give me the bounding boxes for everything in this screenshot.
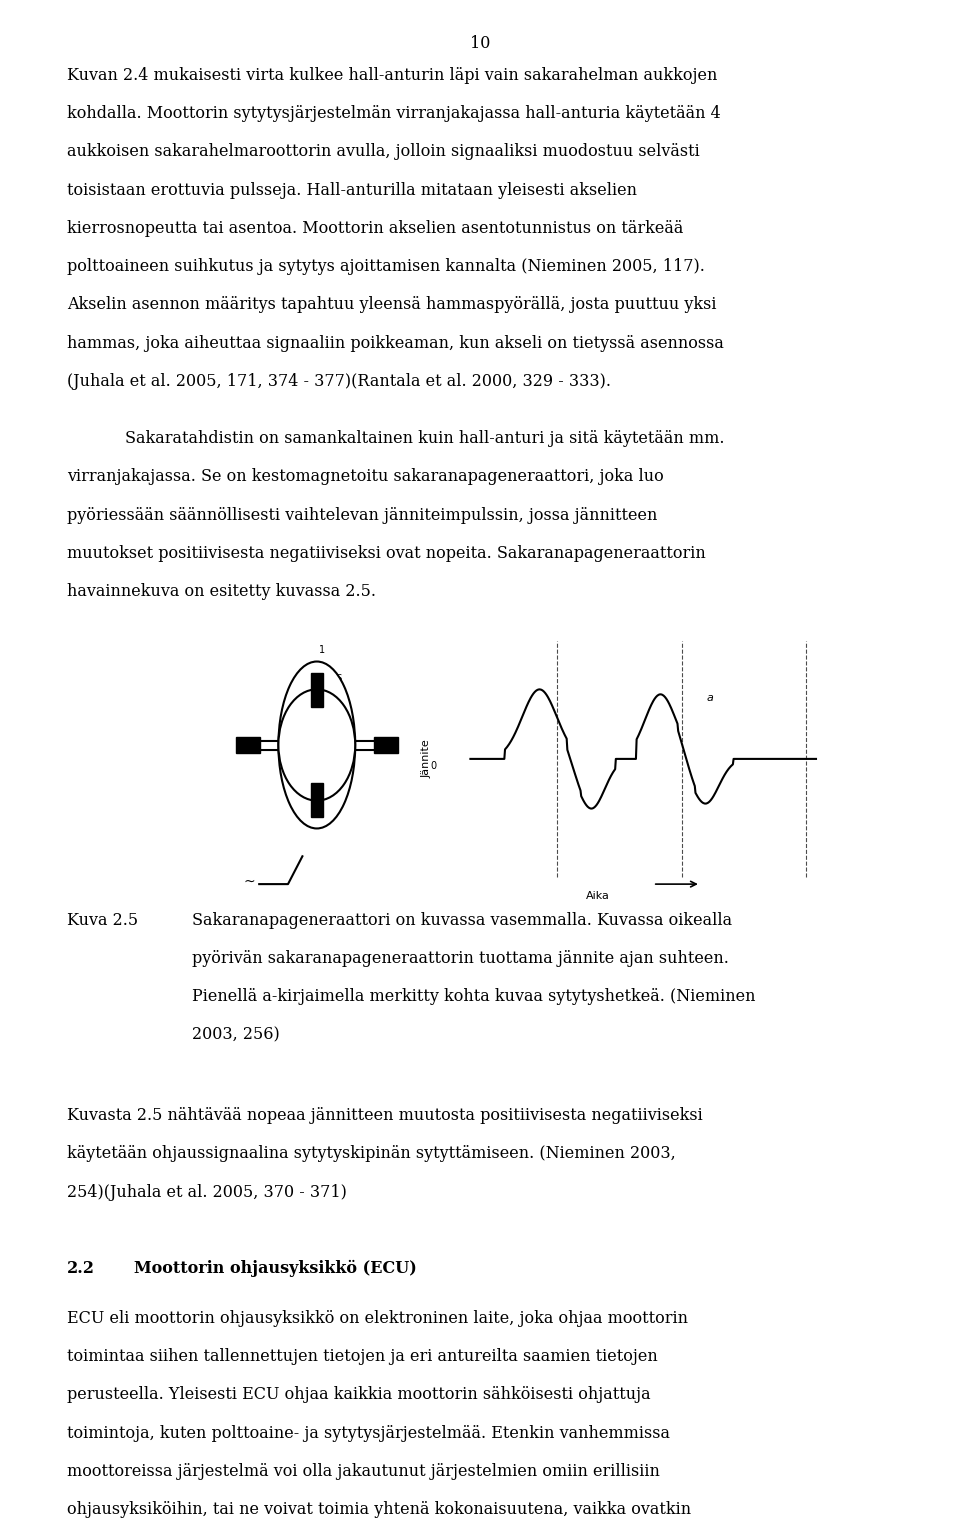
- Bar: [236, 736, 259, 753]
- Text: toimintoja, kuten polttoaine- ja sytytysjärjestelmää. Etenkin vanhemmissa: toimintoja, kuten polttoaine- ja sytytys…: [67, 1425, 670, 1442]
- Text: Jännite: Jännite: [422, 739, 432, 778]
- Text: 0: 0: [431, 761, 437, 772]
- Bar: [311, 782, 323, 818]
- Text: 3: 3: [335, 753, 341, 764]
- Text: kohdalla. Moottorin sytytysjärjestelmän virranjakajassa hall-anturia käytetään 4: kohdalla. Moottorin sytytysjärjestelmän …: [67, 104, 721, 123]
- Text: pyörivän sakaranapageneraattorin tuottama jännite ajan suhteen.: pyörivän sakaranapageneraattorin tuottam…: [192, 950, 729, 968]
- Text: virranjakajassa. Se on kestomagnetoitu sakaranapageneraattori, joka luo: virranjakajassa. Se on kestomagnetoitu s…: [67, 468, 664, 485]
- Text: ~: ~: [244, 874, 255, 888]
- Text: havainnekuva on esitetty kuvassa 2.5.: havainnekuva on esitetty kuvassa 2.5.: [67, 583, 376, 600]
- Text: a: a: [707, 693, 714, 703]
- Text: Pienellä a-kirjaimella merkitty kohta kuvaa sytytyshetkeä. (Nieminen: Pienellä a-kirjaimella merkitty kohta ku…: [192, 988, 756, 1005]
- Text: perusteella. Yleisesti ECU ohjaa kaikkia moottorin sähköisesti ohjattuja: perusteella. Yleisesti ECU ohjaa kaikkia…: [67, 1387, 651, 1404]
- Text: 254)(Juhala et al. 2005, 370 - 371): 254)(Juhala et al. 2005, 370 - 371): [67, 1184, 348, 1201]
- Text: 2003, 256): 2003, 256): [192, 1026, 279, 1043]
- Text: toimintaa siihen tallennettujen tietojen ja eri antureilta saamien tietojen: toimintaa siihen tallennettujen tietojen…: [67, 1348, 658, 1365]
- Bar: [374, 736, 398, 753]
- Text: hammas, joka aiheuttaa signaaliin poikkeaman, kun akseli on tietyssä asennossa: hammas, joka aiheuttaa signaaliin poikke…: [67, 334, 724, 351]
- Text: toisistaan erottuvia pulsseja. Hall-anturilla mitataan yleisesti akselien: toisistaan erottuvia pulsseja. Hall-antu…: [67, 181, 637, 198]
- Text: ohjausyksiköihin, tai ne voivat toimia yhtenä kokonaisuutena, vaikka ovatkin: ohjausyksiköihin, tai ne voivat toimia y…: [67, 1502, 691, 1519]
- Ellipse shape: [278, 661, 355, 828]
- Text: polttoaineen suihkutus ja sytytys ajoittamisen kannalta (Nieminen 2005, 117).: polttoaineen suihkutus ja sytytys ajoitt…: [67, 258, 705, 275]
- Text: moottoreissa järjestelmä voi olla jakautunut järjestelmien omiin erillisiin: moottoreissa järjestelmä voi olla jakaut…: [67, 1463, 660, 1480]
- Text: Moottorin ohjausyksikkö (ECU): Moottorin ohjausyksikkö (ECU): [134, 1259, 418, 1278]
- Text: Kuvan 2.4 mukaisesti virta kulkee hall-anturin läpi vain sakarahelman aukkojen: Kuvan 2.4 mukaisesti virta kulkee hall-a…: [67, 67, 717, 84]
- Circle shape: [278, 689, 355, 801]
- Text: pyöriessään säännöllisesti vaihtelevan jänniteimpulssin, jossa jännitteen: pyöriessään säännöllisesti vaihtelevan j…: [67, 506, 658, 523]
- Bar: [311, 672, 323, 707]
- Text: käytetään ohjaussignaalina sytytyskipinän sytyttämiseen. (Nieminen 2003,: käytetään ohjaussignaalina sytytyskipinä…: [67, 1146, 676, 1163]
- Text: kierrosnopeutta tai asentoa. Moottorin akselien asentotunnistus on tärkeää: kierrosnopeutta tai asentoa. Moottorin a…: [67, 219, 684, 236]
- Text: 2.2: 2.2: [67, 1259, 95, 1278]
- Text: (Juhala et al. 2005, 171, 374 - 377)(Rantala et al. 2000, 329 - 333).: (Juhala et al. 2005, 171, 374 - 377)(Ran…: [67, 373, 612, 390]
- Text: N: N: [336, 687, 343, 696]
- Text: 2: 2: [341, 701, 347, 712]
- Text: Aika: Aika: [586, 891, 610, 900]
- Text: 1: 1: [319, 644, 324, 655]
- Text: Kuvasta 2.5 nähtävää nopeaa jännitteen muutosta positiivisesta negatiiviseksi: Kuvasta 2.5 nähtävää nopeaa jännitteen m…: [67, 1108, 703, 1124]
- Text: Akselin asennon määritys tapahtuu yleensä hammaspyörällä, josta puuttuu yksi: Akselin asennon määritys tapahtuu yleens…: [67, 296, 717, 313]
- Text: Sakaratahdistin on samankaltainen kuin hall-anturi ja sitä käytetään mm.: Sakaratahdistin on samankaltainen kuin h…: [125, 430, 724, 448]
- Text: 4: 4: [319, 816, 324, 827]
- Text: aukkoisen sakarahelmaroottorin avulla, jolloin signaaliksi muodostuu selvästi: aukkoisen sakarahelmaroottorin avulla, j…: [67, 143, 700, 160]
- Text: Kuva 2.5: Kuva 2.5: [67, 911, 138, 930]
- Text: muutokset positiivisesta negatiiviseksi ovat nopeita. Sakaranapageneraattorin: muutokset positiivisesta negatiiviseksi …: [67, 545, 706, 561]
- Text: Sakaranapageneraattori on kuvassa vasemmalla. Kuvassa oikealla: Sakaranapageneraattori on kuvassa vasemm…: [192, 911, 732, 930]
- Text: ECU eli moottorin ohjausyksikkö on elektroninen laite, joka ohjaa moottorin: ECU eli moottorin ohjausyksikkö on elekt…: [67, 1310, 688, 1327]
- Text: S: S: [336, 673, 341, 683]
- Text: 10: 10: [469, 35, 491, 52]
